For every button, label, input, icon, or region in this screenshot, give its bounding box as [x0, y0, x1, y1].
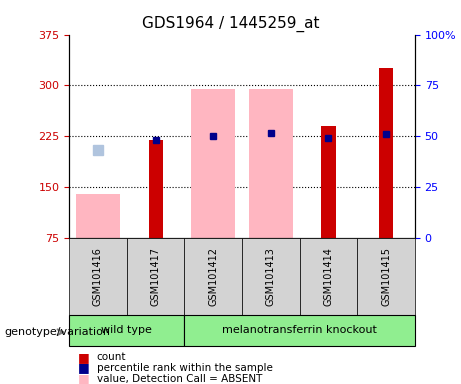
- FancyBboxPatch shape: [69, 238, 127, 315]
- Text: GSM101416: GSM101416: [93, 247, 103, 306]
- Text: wild type: wild type: [101, 325, 152, 335]
- Text: ■: ■: [78, 372, 90, 384]
- FancyBboxPatch shape: [184, 238, 242, 315]
- Text: percentile rank within the sample: percentile rank within the sample: [97, 363, 273, 373]
- Bar: [321, 126, 336, 238]
- Text: GDS1964 / 1445259_at: GDS1964 / 1445259_at: [142, 15, 319, 31]
- Text: genotype/variation: genotype/variation: [5, 327, 111, 337]
- FancyBboxPatch shape: [184, 315, 415, 346]
- FancyBboxPatch shape: [357, 238, 415, 315]
- Text: GSM101414: GSM101414: [324, 247, 333, 306]
- Bar: [379, 68, 393, 238]
- Text: melanotransferrin knockout: melanotransferrin knockout: [222, 325, 377, 335]
- Text: ■: ■: [78, 351, 90, 364]
- Text: ■: ■: [78, 361, 90, 374]
- Text: count: count: [97, 352, 126, 362]
- Text: ■: ■: [78, 383, 90, 384]
- Text: GSM101412: GSM101412: [208, 247, 218, 306]
- Bar: [76, 194, 120, 238]
- FancyBboxPatch shape: [300, 238, 357, 315]
- Text: value, Detection Call = ABSENT: value, Detection Call = ABSENT: [97, 374, 262, 384]
- FancyBboxPatch shape: [127, 238, 184, 315]
- Bar: [248, 89, 293, 238]
- FancyBboxPatch shape: [242, 238, 300, 315]
- Bar: [191, 89, 236, 238]
- Text: GSM101415: GSM101415: [381, 247, 391, 306]
- Text: GSM101413: GSM101413: [266, 247, 276, 306]
- FancyBboxPatch shape: [69, 315, 184, 346]
- Text: GSM101417: GSM101417: [151, 247, 160, 306]
- Bar: [148, 140, 163, 238]
